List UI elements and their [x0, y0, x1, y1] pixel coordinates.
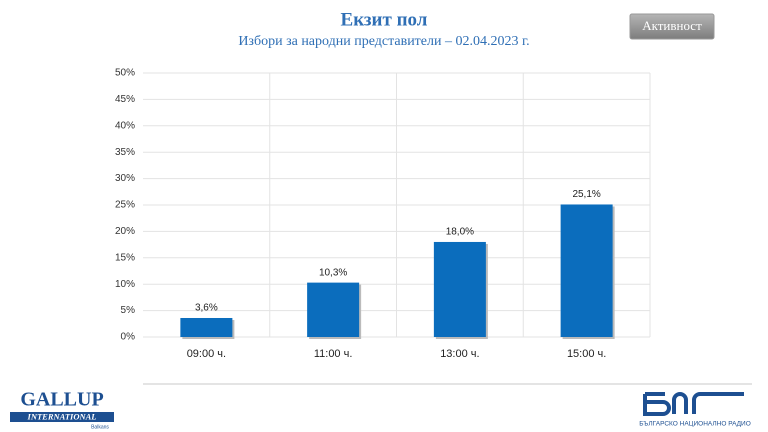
y-tick-label: 25% [115, 200, 135, 211]
chart-subtitle: Избори за народни представители – 02.04.… [238, 34, 529, 49]
value-label: 25,1% [572, 189, 600, 200]
bnr-logo: БЪЛГАРСКО НАЦИОНАЛНО РАДИО [639, 392, 751, 428]
y-tick-label: 30% [115, 173, 135, 184]
logo-mark [643, 392, 744, 416]
bar [307, 282, 360, 337]
logo-sub: INTERNATIONAL [27, 411, 97, 421]
y-tick-label: 20% [115, 226, 135, 237]
y-tick-label: 50% [115, 68, 135, 79]
value-label: 3,6% [195, 303, 218, 314]
x-tick-label: 15:00 ч. [567, 348, 606, 360]
logo-band [10, 412, 114, 422]
x-tick-label: 11:00 ч. [314, 348, 353, 360]
value-label: 10,3% [319, 267, 347, 278]
y-tick-label: 40% [115, 120, 135, 131]
value-label: 18,0% [446, 227, 474, 238]
logo-name: GALLUP [20, 389, 103, 411]
y-tick-label: 45% [115, 94, 135, 105]
chart-title: Екзит пол [341, 9, 428, 30]
y-tick-label: 35% [115, 147, 135, 158]
x-tick-label: 09:00 ч. [187, 348, 226, 360]
bar [433, 241, 486, 337]
activity-button[interactable]: Активност [629, 13, 715, 40]
bar [560, 204, 613, 337]
button-label[interactable]: Активност [642, 18, 702, 33]
y-tick-label: 10% [115, 279, 135, 290]
y-tick-label: 15% [115, 252, 135, 263]
bar [180, 317, 233, 337]
logo-caption: БЪЛГАРСКО НАЦИОНАЛНО РАДИО [639, 421, 751, 428]
button-bg[interactable] [629, 13, 715, 40]
x-tick-label: 13:00 ч. [440, 348, 479, 360]
y-tick-label: 0% [121, 332, 136, 343]
gallup-logo: GALLUP INTERNATIONAL Balkans [10, 389, 114, 430]
y-tick-label: 5% [121, 305, 136, 316]
logo-region: Balkans [91, 424, 109, 430]
